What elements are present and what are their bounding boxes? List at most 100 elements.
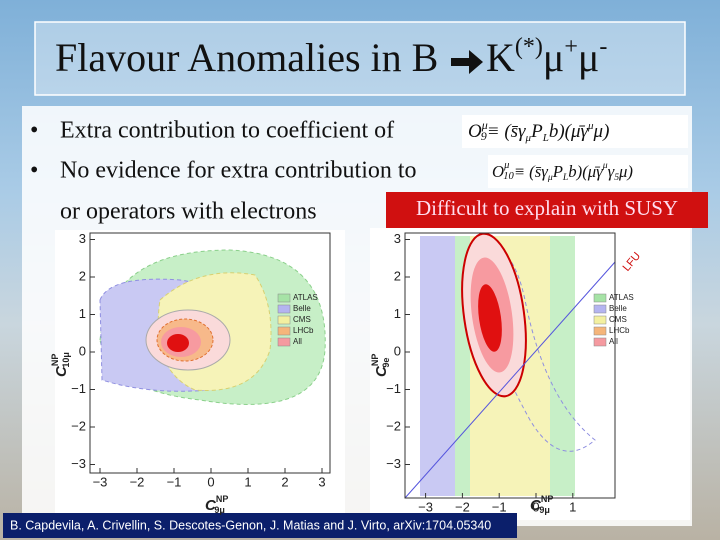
formula-box <box>488 155 688 188</box>
y-tick-label: 1 <box>79 306 86 321</box>
y-tick-label: −2 <box>71 418 86 433</box>
plot-frame <box>404 232 616 499</box>
y-tick-label: 3 <box>79 231 86 246</box>
formula-part: ≡ (s̄γ <box>514 162 549 181</box>
continuation-text: or operators with electrons <box>60 199 317 225</box>
formula-part: L <box>562 172 568 183</box>
y-axis-label: CNP10μ <box>50 352 71 377</box>
title-rest: K(*)μ+μ- <box>486 34 607 81</box>
formula-part: μ <box>525 132 532 144</box>
contours-right <box>404 232 616 499</box>
title-box <box>34 21 686 96</box>
x-tick-label: 3 <box>318 474 325 489</box>
x-tick-label: −3 <box>93 474 108 489</box>
legend-label: LHCb <box>293 326 314 335</box>
legend-label: CMS <box>609 315 627 324</box>
y-tick-label: −1 <box>71 381 86 396</box>
formula-part: μ <box>602 160 608 171</box>
formula: Oμ 10≡ (s̄γμPLb)(μ̄γμγ5μ) <box>492 160 633 183</box>
formula: Oμ 9≡ (s̄γμPLb)(μ̄γμμ) <box>468 118 609 144</box>
formula-part: O <box>492 162 504 181</box>
y-tick-label: 2 <box>79 268 86 283</box>
legend-label: Belle <box>609 304 627 313</box>
formula-part: μ <box>481 118 488 132</box>
legend-swatch <box>277 337 291 347</box>
formula-part: P <box>552 162 563 181</box>
bullet-text: Extra contribution to coefficient of <box>60 118 394 144</box>
title-arrow <box>451 50 483 74</box>
legend-swatch <box>593 304 607 314</box>
formula-part: μ <box>547 172 553 183</box>
bullet: • <box>30 158 38 184</box>
citation-box <box>3 513 517 538</box>
legend-swatch <box>277 315 291 325</box>
legend-label: ATLAS <box>293 293 318 302</box>
x-tick-label: 1 <box>244 474 251 489</box>
legend-swatch <box>277 304 291 314</box>
formula-part: O <box>468 121 482 142</box>
y-tick-label: 1 <box>394 306 401 321</box>
plot-frame <box>89 232 331 474</box>
bullet: • <box>30 118 38 144</box>
formula-box <box>462 115 688 148</box>
axis-sup: NP <box>541 494 554 504</box>
y-tick-label: −2 <box>386 418 401 433</box>
legend-swatch <box>277 326 291 336</box>
formula-part: 10 <box>503 171 514 182</box>
formula-part: b)(μ̄γ <box>549 121 589 142</box>
axis-sub: 9e <box>381 358 391 368</box>
x-tick-label: −1 <box>492 499 507 514</box>
x-axis-label: CNP 9μ <box>205 494 228 515</box>
axis-sub: 9μ <box>539 505 550 515</box>
legend-label: ATLAS <box>609 293 634 302</box>
formula-part: ≡ (s̄γ <box>487 121 526 142</box>
x-tick-label: 0 <box>207 474 214 489</box>
legend-label: CMS <box>293 315 311 324</box>
axis-sup: NP <box>50 354 60 367</box>
formula-part: μ) <box>618 162 633 181</box>
x-tick-label: 2 <box>281 474 288 489</box>
legend-swatch <box>593 315 607 325</box>
formula-part: μ <box>503 160 509 171</box>
x-tick-label: −2 <box>130 474 145 489</box>
y-tick-label: −3 <box>71 456 86 471</box>
y-tick-label: 0 <box>394 343 401 358</box>
x-tick-label: −2 <box>455 499 470 514</box>
axis-main: C <box>53 365 70 377</box>
axis-sub: 10μ <box>61 352 71 368</box>
formula-part: P <box>530 121 543 142</box>
axis-main: C <box>373 365 390 377</box>
axis-sup: NP <box>216 494 229 504</box>
citation: B. Capdevila, A. Crivellin, S. Descotes-… <box>10 518 491 532</box>
y-tick-label: 2 <box>394 268 401 283</box>
y-tick-label: 0 <box>79 343 86 358</box>
formula-part: 9 <box>481 129 487 143</box>
axis-main: C <box>530 497 542 514</box>
x-tick-label: −3 <box>418 499 433 514</box>
contours-left <box>99 249 326 405</box>
y-tick-label: −3 <box>386 456 401 471</box>
formula-part: μ) <box>593 121 610 142</box>
y-tick-label: −1 <box>386 381 401 396</box>
axis-sup: NP <box>370 354 380 367</box>
callout-box <box>386 192 708 228</box>
bullet-text: No evidence for extra contribution to <box>60 158 417 184</box>
axis-main: C <box>205 497 217 514</box>
legend-swatch <box>593 337 607 347</box>
legend-swatch <box>277 293 291 303</box>
formula-part: b)(μ̄γ <box>568 162 603 181</box>
legend-swatch <box>593 326 607 336</box>
callout-text: Difficult to explain with SUSY <box>416 196 678 220</box>
title: Flavour Anomalies in B <box>55 35 438 80</box>
x-tick-label: −1 <box>167 474 182 489</box>
formula-part: L <box>542 132 549 144</box>
y-axis-label: CNP9e <box>370 354 391 377</box>
legend-swatch <box>593 293 607 303</box>
legend-label: LHCb <box>609 326 630 335</box>
formula-part: μ <box>587 120 594 132</box>
formula-part: 5 <box>614 172 619 183</box>
y-tick-label: 3 <box>394 231 401 246</box>
x-tick-label: 1 <box>569 499 576 514</box>
